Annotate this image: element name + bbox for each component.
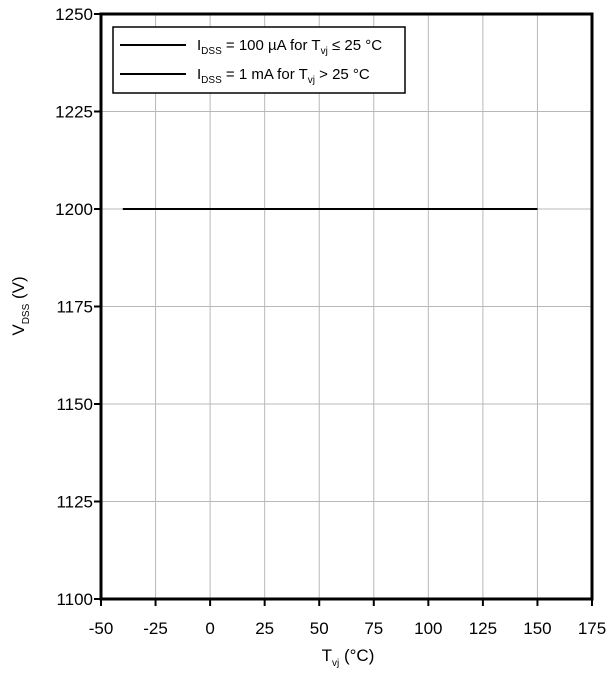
x-tick-label-1: -25: [143, 619, 168, 638]
y-tick-label-0: 1100: [56, 590, 93, 609]
grid: [100, 13, 593, 600]
y-axis-label: VDSS (V): [9, 276, 32, 335]
x-tick-label-9: 175: [578, 619, 606, 638]
legend-box: [112, 26, 406, 94]
legend: IDSS = 100 µA for Tvj ≤ 25 °C IDSS = 1 m…: [112, 26, 406, 94]
y-tick-label-3: 1175: [56, 298, 93, 317]
y-ticks: 1100 1125 1150 1175 1200 1225 1250: [55, 5, 101, 609]
legend-entry-1: IDSS = 100 µA for Tvj ≤ 25 °C: [197, 37, 382, 57]
y-tick-label-6: 1250: [55, 5, 93, 24]
x-tick-label-7: 125: [469, 619, 497, 638]
y-tick-label-2: 1150: [56, 395, 93, 414]
y-tick-label-5: 1225: [55, 103, 93, 122]
x-tick-label-5: 75: [364, 619, 383, 638]
x-tick-label-4: 50: [310, 619, 329, 638]
legend-entry-2: IDSS = 1 mA for Tvj > 25 °C: [197, 66, 370, 86]
x-tick-label-8: 150: [523, 619, 551, 638]
x-ticks: -50 -25 0 25 50 75 100 125 150 175: [89, 599, 606, 638]
x-axis-label: Tvj (°C): [322, 646, 375, 669]
y-tick-label-1: 1125: [56, 493, 93, 512]
y-tick-label-4: 1200: [55, 200, 93, 219]
x-tick-label-6: 100: [414, 619, 442, 638]
x-tick-label-0: -50: [89, 619, 114, 638]
x-tick-label-3: 25: [255, 619, 274, 638]
x-tick-label-2: 0: [205, 619, 214, 638]
